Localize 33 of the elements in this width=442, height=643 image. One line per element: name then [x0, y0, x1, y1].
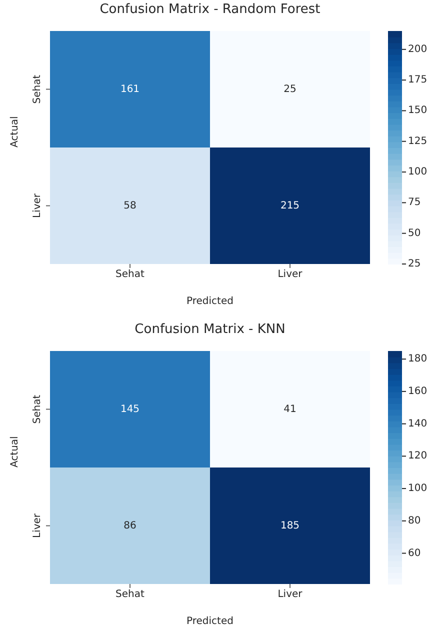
color-bar-label: 80	[408, 515, 421, 526]
y-tick-label: Sehat	[32, 394, 43, 424]
color-bar-label: 140	[408, 418, 428, 430]
y-tick-label: Liver	[32, 512, 43, 538]
y-tick-label: Liver	[32, 192, 43, 218]
color-bar-label: 125	[408, 136, 428, 147]
y-tick-label: Sehat	[32, 74, 43, 104]
data-label: 215	[280, 200, 300, 212]
data-label: 161	[120, 84, 140, 95]
color-bar-label: 160	[408, 386, 428, 397]
color-bar-label: 25	[408, 258, 421, 270]
data-label: 25	[284, 84, 296, 95]
color-bar-label: 50	[408, 228, 421, 239]
color-bar-label: 60	[408, 548, 421, 559]
y-axis-title: Actual	[10, 436, 21, 468]
color-bar-label: 200	[408, 44, 428, 55]
color-bar-label: 150	[408, 105, 428, 116]
x-axis-title: Predicted	[186, 616, 234, 627]
color-bar-label: 175	[408, 74, 428, 86]
data-label: 86	[124, 520, 136, 532]
data-label: 58	[124, 200, 136, 212]
color-bar-label: 100	[408, 483, 428, 494]
chart-title: Confusion Matrix - Random Forest	[98, 2, 322, 17]
y-axis-title: Actual	[10, 116, 21, 148]
color-bar-label: 75	[408, 197, 421, 208]
color-bar-label: 120	[408, 450, 428, 462]
color-bar-label: 100	[408, 166, 428, 178]
data-label: 185	[280, 520, 300, 532]
x-axis-title: Predicted	[186, 296, 234, 307]
data-label: 145	[120, 404, 140, 415]
color-bar-label: 180	[408, 354, 428, 365]
chart-title: Confusion Matrix - KNN	[134, 322, 286, 337]
data-label: 41	[284, 404, 296, 415]
